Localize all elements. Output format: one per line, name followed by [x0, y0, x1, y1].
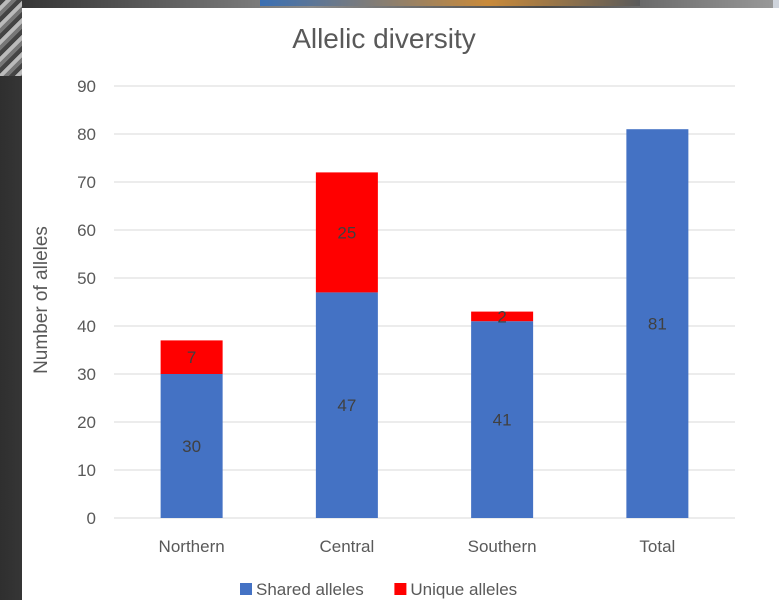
chart-title: Allelic diversity: [292, 23, 476, 54]
y-axis-ticks: 0 10 20 30 40 50 60 70 80 90: [77, 77, 96, 528]
x-axis-ticks: Northern Central Southern Total: [159, 537, 676, 556]
y-tick-20: 20: [77, 413, 96, 432]
y-tick-90: 90: [77, 77, 96, 96]
x-tick-northern: Northern: [159, 537, 225, 556]
bar-shared-alleles-central: [315, 292, 378, 518]
y-tick-40: 40: [77, 317, 96, 336]
y-tick-80: 80: [77, 125, 96, 144]
y-tick-70: 70: [77, 173, 96, 192]
bars: 30 7 47 25 41 2 81: [160, 129, 689, 518]
data-label-shared-alleles-total: 81: [648, 315, 667, 334]
background-stripe: [260, 0, 640, 6]
legend-label-shared-alleles: Shared alleles: [256, 580, 364, 599]
legend: Shared alleles Unique alleles: [240, 580, 517, 599]
data-label-shared-alleles-central: 47: [337, 396, 356, 415]
bar-shared-alleles-total: [626, 129, 689, 518]
bar-unique-alleles-central: [315, 172, 378, 293]
data-label-unique-alleles-southern: 2: [497, 307, 506, 326]
legend-swatch-shared-alleles: [240, 583, 252, 595]
x-tick-southern: Southern: [468, 537, 537, 556]
data-label-unique-alleles-central: 25: [337, 223, 356, 242]
y-tick-10: 10: [77, 461, 96, 480]
bar-shared-alleles-southern: [471, 321, 534, 518]
y-tick-60: 60: [77, 221, 96, 240]
y-tick-0: 0: [87, 509, 96, 528]
legend-swatch-unique-alleles: [394, 583, 407, 595]
data-label-unique-alleles-northern: 7: [187, 348, 196, 367]
background-edge: [0, 0, 22, 76]
x-tick-total: Total: [639, 537, 675, 556]
data-label-shared-alleles-northern: 30: [182, 437, 201, 456]
x-tick-central: Central: [319, 537, 374, 556]
bar-unique-alleles-northern: [160, 340, 223, 374]
y-axis-label: Number of alleles: [31, 226, 52, 374]
y-tick-50: 50: [77, 269, 96, 288]
bar-unique-alleles-southern: [471, 311, 534, 322]
data-label-shared-alleles-southern: 41: [493, 411, 512, 430]
y-tick-30: 30: [77, 365, 96, 384]
legend-label-unique-alleles: Unique alleles: [410, 580, 517, 599]
bar-shared-alleles-northern: [160, 374, 223, 518]
